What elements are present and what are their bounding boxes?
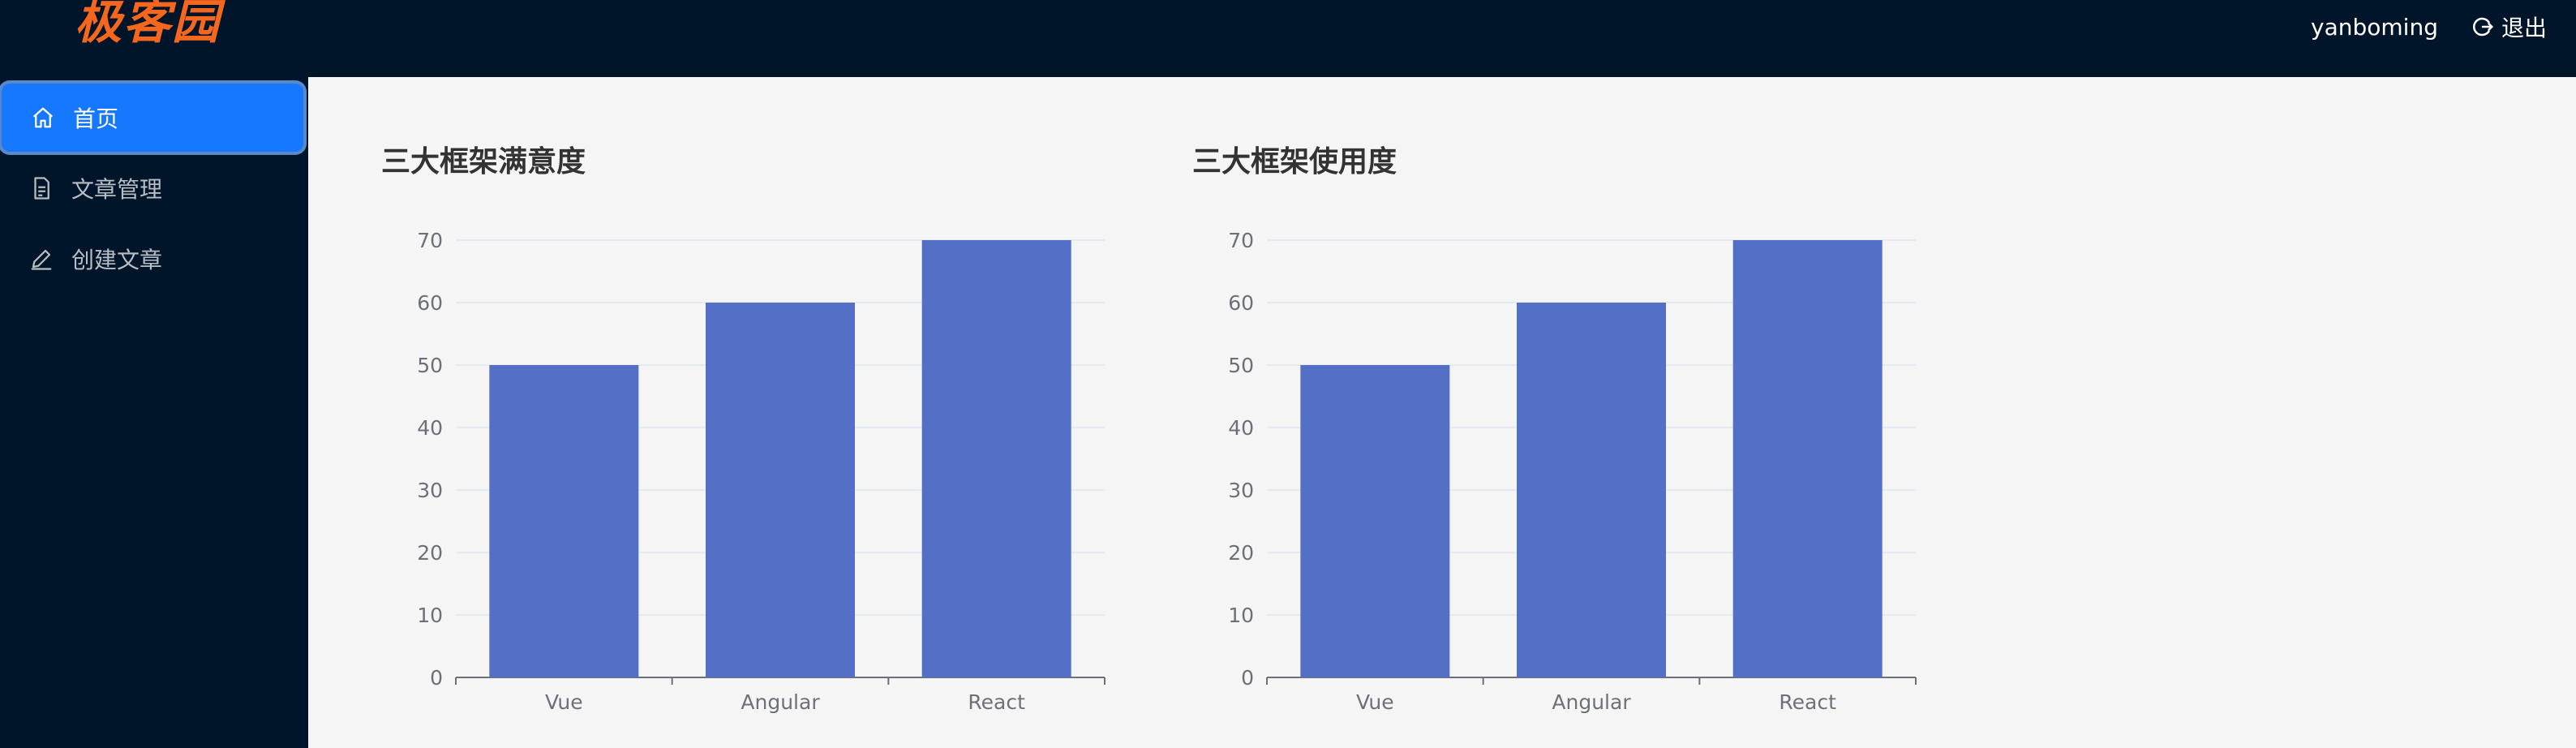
logout-button[interactable]: 退出 <box>2471 11 2547 43</box>
sidebar-item-label: 创建文章 <box>71 247 163 273</box>
sidebar-item-home[interactable]: 首页 <box>2 84 303 152</box>
y-tick-label: 10 <box>417 604 443 627</box>
username: yanboming <box>2311 13 2438 41</box>
sidebar-item-label: 首页 <box>73 105 119 132</box>
user-info: yanboming 退出 <box>2311 0 2547 54</box>
y-tick-label: 60 <box>1228 291 1254 315</box>
logout-label: 退出 <box>2501 15 2547 41</box>
y-tick-label: 0 <box>1241 666 1254 690</box>
y-tick-label: 50 <box>1228 354 1254 377</box>
sidebar-item-label: 文章管理 <box>71 176 163 203</box>
y-tick-label: 60 <box>417 291 443 315</box>
sidebar-item-article-management[interactable]: 文章管理 <box>0 154 307 222</box>
x-tick-label: Vue <box>1356 690 1394 714</box>
bar-angular <box>1517 303 1666 677</box>
y-tick-label: 40 <box>1228 416 1254 440</box>
y-tick-label: 40 <box>417 416 443 440</box>
y-tick-label: 50 <box>417 354 443 377</box>
y-tick-label: 30 <box>417 479 443 502</box>
edit-icon <box>29 247 54 271</box>
top-header: 极客园 yanboming 退出 <box>0 0 2576 77</box>
bar-angular <box>706 303 855 677</box>
logout-icon <box>2472 17 2494 37</box>
chart-satisfaction: 三大框架满意度 0 10 20 30 40 50 60 70 Vue Angular React <box>381 138 1111 738</box>
home-icon <box>31 105 55 130</box>
chart-usage: 三大框架使用度 0 10 20 30 40 50 60 70 Vue Angular React <box>1192 138 1922 738</box>
chart-title: 三大框架使用度 <box>1192 145 1397 178</box>
bar-react <box>1732 240 1883 677</box>
x-tick-label: Vue <box>545 690 583 714</box>
x-tick-label: React <box>1779 690 1836 714</box>
sidebar: 首页 文章管理 创建文章 <box>0 77 308 748</box>
bar-vue <box>489 365 639 677</box>
bar-chart-satisfaction: 0 10 20 30 40 50 60 70 Vue Angular React <box>417 229 1106 714</box>
y-tick-label: 70 <box>417 229 443 252</box>
logo: 极客园 <box>75 0 221 49</box>
bar-react <box>921 240 1071 677</box>
sidebar-item-create-article[interactable]: 创建文章 <box>0 225 307 293</box>
y-tick-label: 20 <box>1228 541 1254 565</box>
x-tick-label: React <box>968 690 1025 714</box>
y-tick-label: 20 <box>417 541 443 565</box>
bar-chart-usage: 0 10 20 30 40 50 60 70 Vue Angular React <box>1228 229 1917 714</box>
x-tick-label: Angular <box>1552 690 1631 714</box>
file-icon <box>29 176 54 200</box>
bar-vue <box>1300 365 1450 677</box>
y-tick-label: 0 <box>430 666 443 690</box>
y-tick-label: 10 <box>1228 604 1254 627</box>
y-tick-label: 30 <box>1228 479 1254 502</box>
chart-title: 三大框架满意度 <box>381 145 586 178</box>
x-tick-label: Angular <box>741 690 820 714</box>
y-tick-label: 70 <box>1228 229 1254 252</box>
